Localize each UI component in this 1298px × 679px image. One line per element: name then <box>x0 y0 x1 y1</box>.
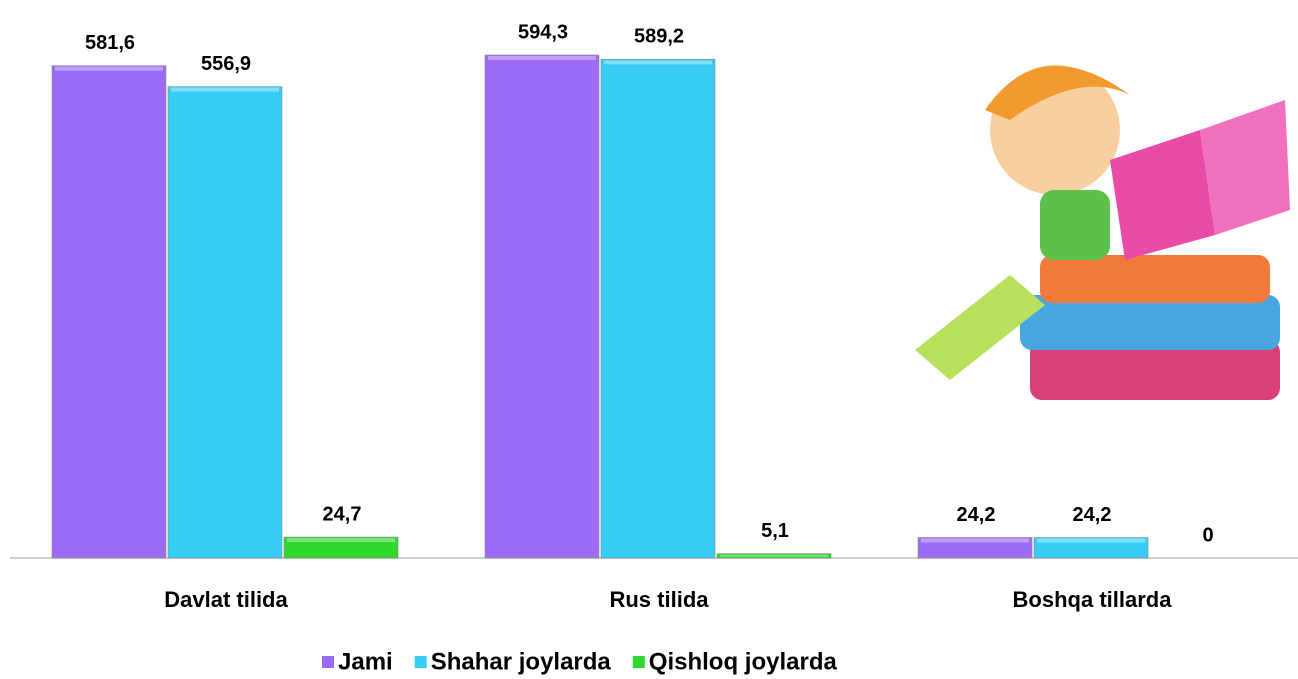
bar-highlight <box>488 56 596 60</box>
bar-highlight <box>55 66 163 71</box>
value-label: 5,1 <box>761 520 789 542</box>
bar <box>716 553 832 559</box>
x-tick-label: Rus tilida <box>609 587 709 612</box>
bar-highlight <box>720 554 828 557</box>
legend-label: Shahar joylarda <box>431 648 612 675</box>
bar-highlight <box>604 60 712 65</box>
legend-swatch <box>414 656 427 668</box>
legend-label: Jami <box>338 648 393 675</box>
bar-highlight <box>1037 538 1145 543</box>
bar <box>600 59 716 559</box>
legend-swatch <box>632 656 645 668</box>
x-tick-label: Boshqa tillarda <box>1013 587 1173 612</box>
bar <box>484 54 600 559</box>
value-label: 589,2 <box>634 26 684 48</box>
bar <box>1033 537 1149 559</box>
x-tick-label: Davlat tilida <box>164 587 288 612</box>
legend: Jami Shahar joylarda Qishloq joylarda <box>322 648 837 675</box>
bar-highlight <box>287 538 395 543</box>
value-label: 581,6 <box>85 32 135 54</box>
value-label: 556,9 <box>201 53 251 75</box>
bar <box>51 65 167 559</box>
bar-highlight <box>921 538 1029 543</box>
bar <box>283 536 399 559</box>
value-label: 24,2 <box>957 504 996 526</box>
legend-swatch <box>322 656 334 668</box>
value-label: 0 <box>1202 524 1213 546</box>
bar <box>917 537 1033 559</box>
bar-highlight <box>171 87 279 92</box>
illustration <box>915 65 1290 400</box>
value-label: 24,7 <box>323 503 362 525</box>
bar <box>167 86 283 559</box>
value-label: 594,3 <box>518 21 568 43</box>
value-label: 24,2 <box>1073 504 1112 526</box>
legend-label: Qishloq joylarda <box>649 648 838 675</box>
